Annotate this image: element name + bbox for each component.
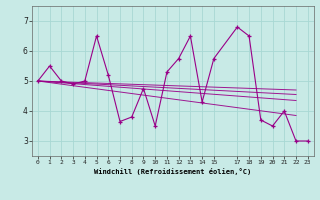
X-axis label: Windchill (Refroidissement éolien,°C): Windchill (Refroidissement éolien,°C) [94,168,252,175]
